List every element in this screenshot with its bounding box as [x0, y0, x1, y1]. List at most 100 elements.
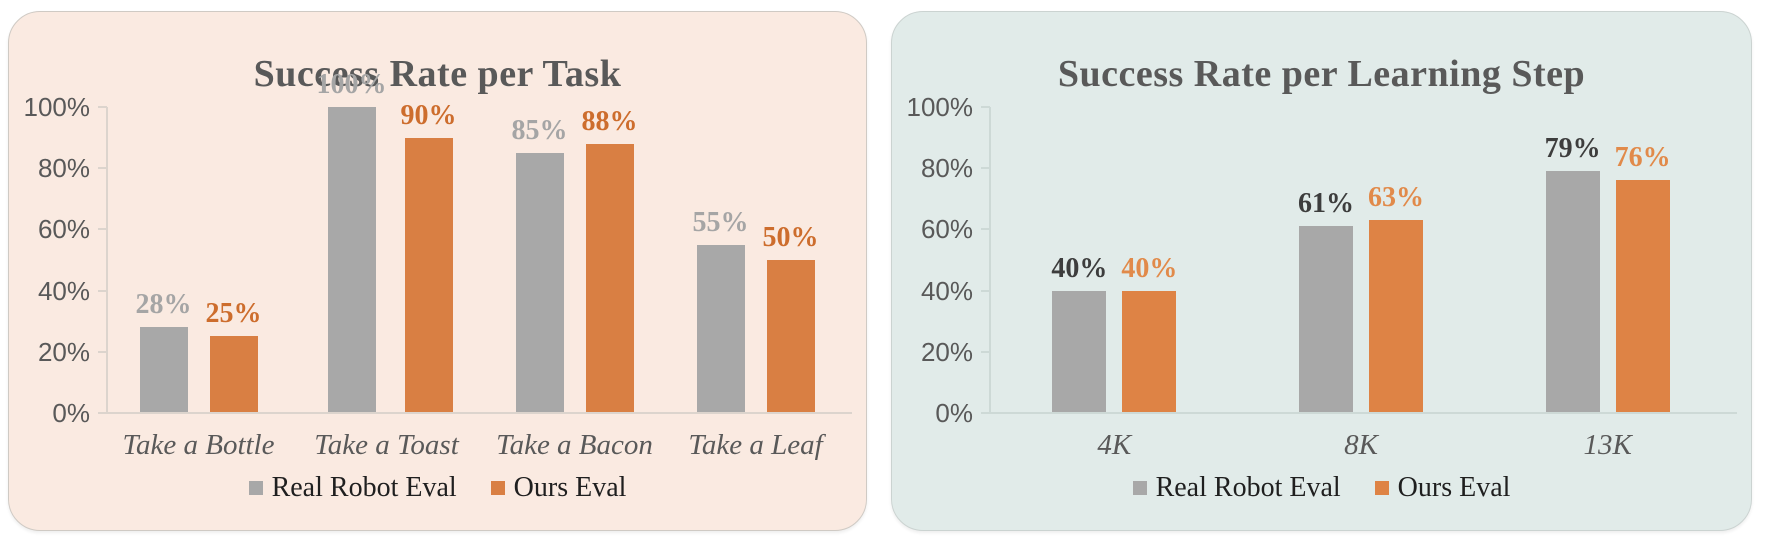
bar-value-label: 55%: [692, 207, 749, 238]
x-axis-line: [989, 412, 1737, 414]
bar-real-robot-eval: [1298, 226, 1353, 413]
bar-value-label: 50%: [762, 222, 819, 253]
legend: Real Robot Eval Ours Eval: [892, 474, 1751, 502]
bar-column-real-robot-eval: 28%: [136, 291, 192, 413]
y-tick-label: 40%: [920, 275, 973, 306]
bar-value-label: 61%: [1297, 188, 1354, 219]
bar-real-robot-eval: [696, 245, 745, 413]
bar-ours-eval: [1368, 220, 1423, 413]
y-tick-label: 60%: [920, 214, 973, 245]
y-tick-label: 20%: [920, 336, 973, 367]
bar-column-real-robot-eval: 40%: [1051, 255, 1107, 413]
y-tick-mark: [981, 412, 990, 414]
bar-column-ours-eval: 50%: [763, 224, 819, 413]
category-label: 13K: [1583, 429, 1632, 461]
y-tick-mark: [98, 167, 107, 170]
legend-item-ours-eval: Ours Eval: [1374, 472, 1511, 503]
y-axis-line: [989, 107, 991, 413]
legend-label: Ours Eval: [1397, 472, 1511, 503]
bar-value-label: 63%: [1367, 182, 1424, 213]
y-tick-label: 0%: [935, 398, 973, 428]
bar-group-8k: 61% 63% 8K: [1298, 184, 1424, 460]
bar-ours-eval: [404, 138, 453, 413]
bar-column-ours-eval: 88%: [582, 108, 638, 413]
chart-title: Success Rate per Learning Step: [1057, 52, 1586, 95]
bar-value-label: 90%: [400, 100, 457, 131]
bar-ours-eval: [1122, 291, 1177, 413]
plot-area: 28% 25% Take a Bottle 100% 90% Take a Toast 85…: [108, 71, 846, 460]
bar-ours-eval: [766, 260, 815, 413]
legend-swatch-real-robot-eval: [248, 481, 263, 495]
bar-column-real-robot-eval: 55%: [693, 209, 749, 413]
category-label: Take a Bacon: [496, 429, 653, 461]
legend-label: Real Robot Eval: [1155, 472, 1341, 503]
y-tick-label: 40%: [37, 275, 90, 306]
category-label: 8K: [1344, 429, 1378, 461]
bar-value-label: 40%: [1051, 253, 1108, 284]
bar-real-robot-eval: [1052, 291, 1107, 413]
y-tick-mark: [981, 228, 990, 231]
bar-value-label: 88%: [581, 106, 638, 137]
y-tick-mark: [98, 106, 107, 108]
y-tick-label: 20%: [37, 336, 90, 367]
plot-area: 40% 40% 4K 61% 63% 8K 79% 76% 13K: [991, 107, 1731, 460]
y-tick-label: 100%: [906, 92, 974, 122]
y-tick-label: 80%: [37, 153, 90, 184]
y-tick-mark: [981, 167, 990, 170]
legend-item-real-robot-eval: Real Robot Eval: [1132, 472, 1341, 503]
category-label: Take a Bottle: [122, 429, 275, 461]
bar-column-ours-eval: 76%: [1615, 144, 1671, 413]
y-tick-mark: [98, 228, 107, 231]
legend: Real Robot Eval Ours Eval: [9, 474, 866, 502]
bar-real-robot-eval: [139, 327, 188, 413]
legend-label: Ours Eval: [513, 472, 627, 503]
y-axis: 100% 80% 60% 40% 20% 0%: [892, 94, 990, 426]
bar-value-label: 25%: [205, 298, 262, 329]
bar-column-real-robot-eval: 79%: [1545, 135, 1601, 413]
legend-label: Real Robot Eval: [271, 472, 457, 503]
y-tick-label: 0%: [52, 398, 90, 428]
bar-column-real-robot-eval: 85%: [512, 117, 568, 413]
legend-swatch-ours-eval: [1374, 481, 1389, 495]
legend-item-real-robot-eval: Real Robot Eval: [248, 472, 457, 503]
y-tick-mark: [98, 350, 107, 353]
bar-real-robot-eval: [1545, 171, 1600, 413]
bar-value-label: 85%: [511, 115, 568, 146]
y-tick-mark: [98, 289, 107, 292]
y-tick-mark: [98, 412, 107, 414]
bar-real-robot-eval: [327, 107, 376, 413]
category-label: Take a Leaf: [688, 429, 823, 461]
chart-panel-success-rate-per-learning-step: Success Rate per Learning Step 100% 80% 60…: [891, 11, 1752, 531]
bar-value-label: 100%: [316, 69, 387, 100]
bar-group-take-a-toast: 100% 90% Take a Toast: [314, 69, 459, 460]
category-label: Take a Toast: [314, 429, 459, 461]
bar-value-label: 28%: [135, 289, 192, 320]
chart-title: Success Rate per Task: [253, 52, 622, 95]
bar-group-4k: 40% 40% 4K: [1051, 255, 1177, 460]
y-tick-label: 80%: [920, 153, 973, 184]
bar-real-robot-eval: [515, 153, 564, 413]
bar-value-label: 40%: [1121, 253, 1178, 284]
x-axis-line: [106, 412, 852, 414]
legend-swatch-ours-eval: [490, 481, 505, 495]
category-label: 4K: [1097, 429, 1132, 461]
bar-group-take-a-leaf: 55% 50% Take a Leaf: [688, 209, 822, 460]
bar-value-label: 76%: [1614, 142, 1671, 173]
bar-column-ours-eval: 25%: [206, 300, 262, 413]
y-axis-line: [106, 107, 108, 413]
y-tick-label: 100%: [23, 92, 91, 122]
legend-swatch-real-robot-eval: [1132, 481, 1147, 495]
bar-group-take-a-bacon: 85% 88% Take a Bacon: [496, 108, 653, 460]
bar-ours-eval: [585, 144, 634, 413]
bar-value-label: 79%: [1544, 133, 1601, 164]
bar-column-ours-eval: 63%: [1368, 184, 1424, 413]
bar-column-ours-eval: 90%: [401, 102, 457, 413]
bar-group-take-a-bottle: 28% 25% Take a Bottle: [123, 291, 275, 460]
y-tick-mark: [981, 106, 990, 108]
y-tick-mark: [981, 350, 990, 353]
y-tick-mark: [981, 289, 990, 292]
bar-group-13k: 79% 76% 13K: [1545, 135, 1671, 460]
bar-column-ours-eval: 40%: [1121, 255, 1177, 413]
bar-column-real-robot-eval: 61%: [1298, 190, 1354, 413]
chart-panel-success-rate-per-task: Success Rate per Task 100% 80% 60% 40% 20% 0%…: [8, 11, 867, 531]
